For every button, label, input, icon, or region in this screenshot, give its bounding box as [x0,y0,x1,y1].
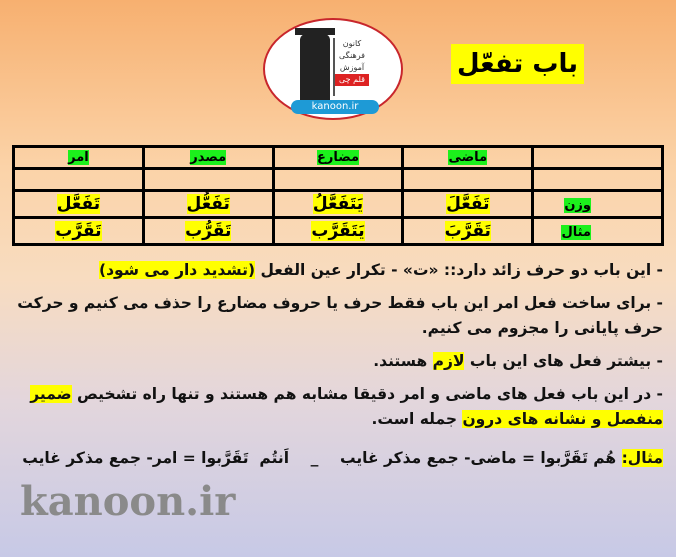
cell-value: تَقَرُّب [185,221,232,241]
table-cell [12,167,145,192]
text: - در این باب فعل های ماضی و امر دقیقا مش… [71,385,663,403]
highlight: لازم [432,352,465,370]
table-row: مثال تَقَرَّبَ یَتَقَرَّب تَقَرُّب تَقَر… [12,216,664,246]
text: - برای ساخت فعل امر این باب فقط حرف یا ح… [17,294,663,337]
highlight: مثال: [621,449,663,467]
row-label: مثال [561,225,591,240]
paragraph-4: - در این باب فعل های ماضی و امر دقیقا مش… [13,382,663,432]
text: هستند. [373,352,433,370]
row-label-cell: مثال [531,216,664,246]
table-cell: یَتَفَعَّلُ [271,189,405,219]
table-cell: تَقَرَّبَ [401,216,535,246]
text: - این باب دو حرف زائد دارد:: «ت» - تکرار… [255,261,663,279]
table-row: وزن تَفَعَّلَ یَتَفَعَّلُ تَفَعُّل تَفَع… [12,189,664,219]
conjugation-table: ماضی مضارع مصدر امر وزن تَفَعَّلَ یَتَفَ… [12,145,664,246]
table-cell [141,167,275,192]
paragraph-1: - این باب دو حرف زائد دارد:: «ت» - تکرار… [13,258,663,283]
header-label: مضارع [316,150,360,165]
header-cell: ماضی [401,145,535,170]
row-label: وزن [564,198,591,213]
cell-value: تَقَرَّبَ [444,221,491,241]
table-header-row: ماضی مضارع مصدر امر [12,145,664,170]
cell-value: تَفَعُّل [186,194,230,214]
logo-line: آموزش [339,63,365,72]
row-label-cell: وزن [531,189,664,219]
logo-line: فرهنگی [339,51,365,60]
body-text: - این باب دو حرف زائد دارد:: «ت» - تکرار… [13,258,663,525]
paragraph-3: - بیشتر فعل های این باب لازم هستند. [13,349,663,374]
highlight: (تشدید دار می شود) [99,261,256,279]
text: جمله است. [371,410,463,428]
header-label: مصدر [190,150,227,165]
text: هُم تَقَرَّبوا = ماضی- جمع مذکر غایب _ ا… [22,449,622,467]
table-cell: تَفَعُّل [141,189,275,219]
header-cell: مصدر [141,145,275,170]
logo-line: کانون [342,39,362,48]
paragraph-example: مثال: هُم تَقَرَّبوا = ماضی- جمع مذکر غا… [13,446,663,471]
logo-board: کانون فرهنگی آموزش قلم چی [333,38,369,96]
table-cell: تَفَعَّلَ [401,189,535,219]
page-title: باب تفعّل [450,44,584,84]
cell-value: تَقَرَّب [55,221,102,241]
logo-url: kanoon.ir [291,100,379,114]
table-cell [531,167,664,192]
table-cell: یَتَقَرَّب [271,216,405,246]
cell-value: یَتَفَعَّلُ [312,194,364,214]
header-cell [531,145,664,170]
table-cell: تَقَرُّب [141,216,275,246]
kanoon-logo: کانون فرهنگی آموزش قلم چی kanoon.ir [263,18,403,120]
graduation-cap-icon [295,28,335,35]
watermark: kanoon.ir [20,478,236,525]
cell-value: یَتَقَرَّب [311,221,365,241]
header-label: امر [68,150,89,165]
graduate-figure-icon [300,34,330,104]
text: - بیشتر فعل های این باب [464,352,663,370]
paragraph-2: - برای ساخت فعل امر این باب فقط حرف یا ح… [13,291,663,341]
header-cell: امر [12,145,145,170]
table-row [12,167,664,192]
table-cell [271,167,405,192]
header-label: ماضی [448,150,488,165]
table-cell: تَقَرَّب [12,216,145,246]
header-cell: مضارع [271,145,405,170]
cell-value: تَفَعَّل [56,194,101,214]
logo-line: قلم چی [335,74,369,86]
table-cell [401,167,535,192]
cell-value: تَفَعَّلَ [446,194,490,214]
table-cell: تَفَعَّل [12,189,145,219]
